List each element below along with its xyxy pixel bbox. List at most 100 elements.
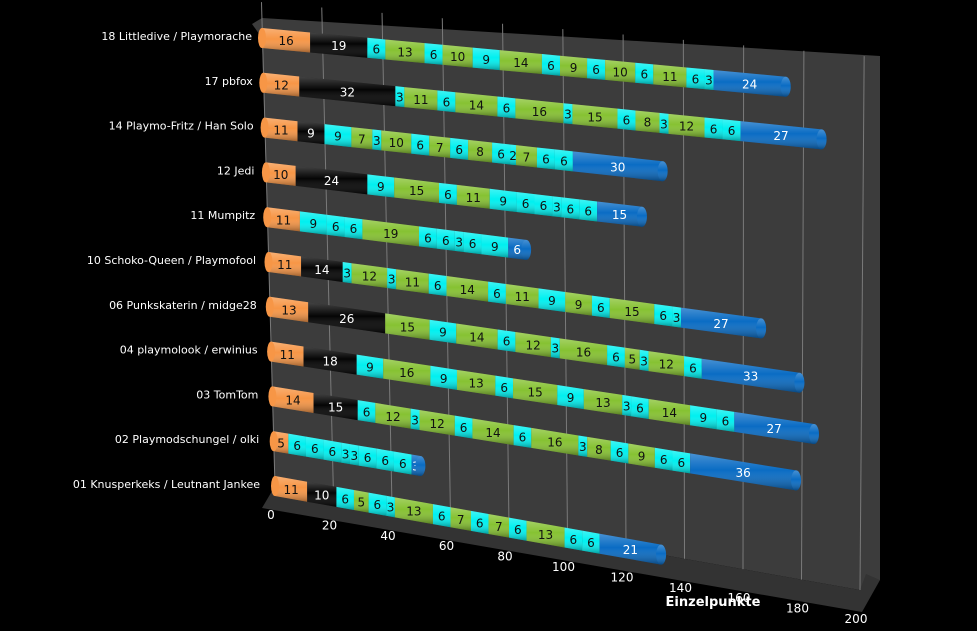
data-label: 6 — [364, 451, 372, 465]
data-label: 15 — [528, 386, 543, 400]
data-label: 9 — [570, 61, 578, 75]
bar-start-cap — [264, 252, 273, 272]
x-tick-label: 60 — [439, 539, 454, 553]
data-label: 12 — [362, 270, 377, 284]
bar-start-cap — [263, 207, 272, 228]
data-label: 6 — [374, 498, 382, 512]
bar-segment-shading — [394, 177, 440, 203]
bar-segment-shading — [648, 351, 685, 377]
bar-segment-shading — [455, 92, 498, 117]
data-label: 27 — [767, 422, 782, 436]
bar-segment-shading — [631, 396, 649, 419]
data-label: 6 — [513, 243, 521, 257]
bar-segment-shading — [488, 513, 509, 538]
data-label: 6 — [350, 222, 358, 236]
bar-segment-shading — [624, 347, 640, 370]
bar-segment-shading — [605, 59, 636, 83]
bar-segment-shading — [690, 405, 717, 430]
bar-segment-shading — [628, 443, 655, 468]
data-label: 6 — [519, 431, 527, 445]
data-label: 9 — [700, 411, 708, 425]
bar-segment-shading — [262, 28, 311, 53]
bar-segment-shading — [456, 184, 490, 209]
bar-segment-shading — [419, 410, 455, 436]
bar-segment-shading — [386, 495, 395, 518]
data-label: 9 — [310, 217, 318, 231]
bar-segment-shading — [550, 337, 560, 359]
data-label: 11 — [280, 348, 295, 362]
bar-segment-shading — [367, 37, 386, 60]
data-label: 3 — [396, 91, 404, 105]
bar-segment-shading — [428, 273, 447, 296]
bar-segment-shading — [297, 121, 325, 145]
bar-segment-shading — [515, 331, 551, 358]
bar-start-cap — [260, 117, 269, 138]
bar-segment-shading — [305, 436, 324, 460]
data-label: 6 — [503, 101, 511, 115]
bar-segment-shading — [375, 402, 411, 429]
bar-segment-shading — [437, 90, 456, 113]
bar-row: 14 15 6 12 3 12 6 14 6 16 3 8 6 9 6 636 — [268, 386, 802, 491]
bar-segment-shading — [531, 427, 579, 456]
data-label: 6 — [373, 43, 381, 57]
bar-row: 11 10 6 5 6 3 13 6 7 6 7 6 13 6 621 — [271, 476, 667, 565]
data-label: 6 — [460, 421, 468, 435]
data-label: 14 — [469, 98, 484, 112]
bar-segment-shading — [368, 492, 387, 516]
bar-segment-shading — [690, 453, 797, 491]
data-label: 6 — [728, 124, 736, 138]
data-label: 15 — [409, 184, 424, 198]
data-label: 14 — [469, 330, 484, 344]
category-label: 10 Schoko-Queen / Playmofool — [87, 254, 256, 267]
bar-segment-shading — [358, 445, 377, 469]
data-label: 16 — [547, 436, 562, 450]
bar-row: 11 9 6 6 19 6 6 3 6 9 6 — [263, 207, 532, 260]
bar-row: 11 18 9 16 9 13 6 15 9 13 3 6 14 9 627 — [267, 341, 819, 445]
bar-segment-shading — [659, 112, 669, 134]
data-label: 9 — [439, 326, 447, 340]
data-label: 6 — [416, 139, 424, 153]
category-label: 06 Punkskaterin / midge28 — [109, 299, 257, 312]
bar-segment-shading — [351, 127, 373, 150]
bar-segment-shading — [263, 72, 300, 97]
bar-segment-shading — [323, 439, 342, 463]
bar-segment-shading — [454, 415, 473, 439]
data-label: 24 — [742, 77, 757, 91]
bar-row: 12 32 3 11 6 14 6 16 3 15 6 8 3 12 6 6 27 — [259, 72, 827, 150]
data-label: 6 — [636, 402, 644, 416]
bar-segment-shading — [599, 533, 662, 565]
data-label: 11 — [405, 275, 420, 289]
bar-segment-shading — [610, 440, 629, 464]
bar-segment-shading — [393, 451, 412, 475]
bar-segment-shading — [607, 345, 625, 368]
bar-segment-shading — [410, 408, 420, 430]
bar-segment-shading — [668, 113, 705, 138]
data-label: 3 — [552, 342, 560, 356]
bar-segment-shading — [450, 507, 471, 531]
bar-segment-shading — [680, 307, 762, 339]
bar-segment-shading — [271, 341, 304, 367]
data-label: 10 — [613, 65, 628, 79]
data-label: 9 — [575, 298, 583, 312]
bar-segment-shading — [308, 302, 386, 334]
category-labels: 18 Littledive / Playmorache 17 pbfox 14 Pl… — [73, 30, 260, 491]
data-label: 16 — [399, 366, 414, 380]
bar-segment-shading — [307, 481, 337, 507]
data-label: 8 — [644, 116, 652, 130]
bar-segment-shading — [541, 54, 560, 76]
data-label: 33 — [743, 370, 758, 384]
bar-start-cap — [271, 476, 279, 496]
data-label: 6 — [566, 202, 574, 216]
data-label: 10 — [273, 168, 288, 182]
data-label: 3 — [411, 413, 419, 427]
bar-segment-shading — [463, 232, 482, 255]
x-tick-label: 20 — [322, 518, 337, 532]
bar-segment-shading — [559, 338, 608, 366]
bar-segment-shading — [418, 226, 437, 249]
bar-segment-shading — [395, 86, 405, 108]
bar-segment-shading — [404, 87, 438, 111]
bar-segment-shading — [432, 504, 451, 528]
bar-segment-shading — [635, 62, 654, 85]
bar-segment-shading — [587, 58, 606, 80]
bar-segment-shading — [635, 110, 660, 133]
